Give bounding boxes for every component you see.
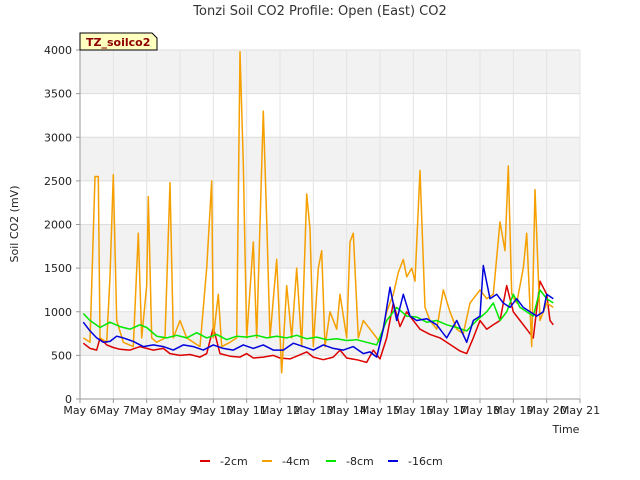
- legend-label--4cm: -4cm: [282, 455, 310, 468]
- y-tick-label: 1000: [44, 306, 72, 319]
- chart-title: Tonzi Soil CO2 Profile: Open (East) CO2: [192, 4, 446, 19]
- plot-band: [80, 137, 580, 181]
- series-line--2cm: [82, 280, 554, 364]
- series-layer: [82, 50, 554, 374]
- x-tick-label: May 7: [97, 404, 130, 417]
- y-axis-label: Soil CO2 (mV): [8, 186, 21, 263]
- x-tick-label: May 15: [360, 404, 400, 417]
- plot-band: [80, 311, 580, 356]
- x-tick-label: May 12: [260, 404, 300, 417]
- y-tick-label: 2000: [44, 219, 72, 232]
- series-line--16cm: [82, 264, 554, 358]
- x-tick-label: May 6: [63, 404, 96, 417]
- y-tick-label: 3500: [44, 88, 72, 101]
- x-tick-label: May 21: [560, 404, 600, 417]
- y-tick-label: 3000: [44, 131, 72, 144]
- legend-label--16cm: -16cm: [408, 455, 443, 468]
- x-axis-label: Time: [552, 423, 580, 436]
- series-line--4cm: [82, 50, 554, 374]
- legend: -2cm -4cm -8cm -16cm: [200, 455, 443, 468]
- x-tick-label: May 9: [163, 404, 196, 417]
- x-tick-label: May 20: [527, 404, 567, 417]
- y-tick-label: 500: [51, 349, 72, 362]
- y-tick-label: 1500: [44, 262, 72, 275]
- x-tick-label: May 14: [327, 404, 367, 417]
- tag-label: TZ_soilco2: [86, 36, 150, 49]
- legend-label--8cm: -8cm: [346, 455, 374, 468]
- plot-band: [80, 50, 580, 94]
- x-tick-label: May 18: [460, 404, 500, 417]
- y-tick-label: 2500: [44, 175, 72, 188]
- x-tick-label: May 13: [293, 404, 333, 417]
- x-tick-label: May 10: [193, 404, 233, 417]
- y-tick-label: 4000: [44, 44, 72, 57]
- y-tick-label: 0: [65, 393, 72, 406]
- tag-shape: [79, 32, 158, 51]
- series-line--8cm: [82, 289, 554, 346]
- legend-label--2cm: -2cm: [220, 455, 248, 468]
- x-tick-label: May 19: [493, 404, 533, 417]
- x-tick-label: May 16: [393, 404, 433, 417]
- x-tick-label: May 8: [130, 404, 163, 417]
- tag-box: TZ_soilco2: [79, 32, 158, 51]
- x-tick-label: May 11: [227, 404, 267, 417]
- x-tick-label: May 17: [427, 404, 467, 417]
